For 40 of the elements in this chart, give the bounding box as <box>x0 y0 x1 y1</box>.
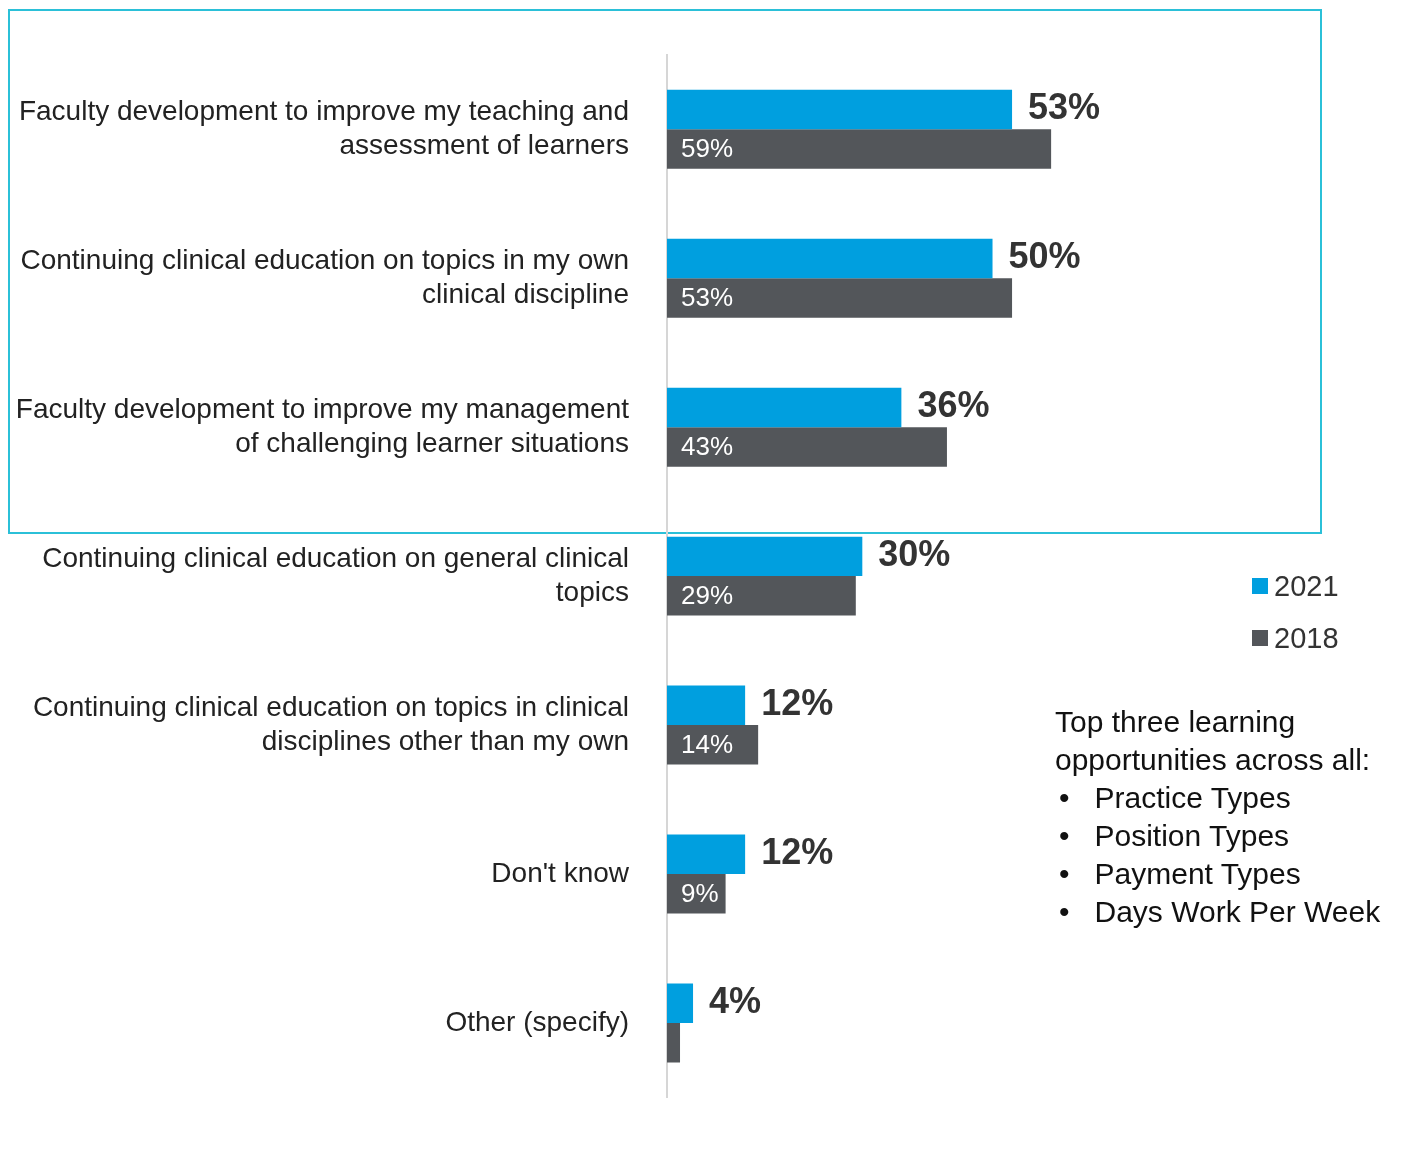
data-label: 30% <box>878 533 951 575</box>
bar <box>667 129 1052 169</box>
y-tick-label: Don't know <box>491 856 630 888</box>
bar <box>667 427 947 467</box>
y-tick-label: Other (specify) <box>445 1005 629 1037</box>
data-label: 4% <box>709 980 762 1022</box>
data-label: 43% <box>681 431 734 462</box>
bar <box>667 685 746 726</box>
text: Top three learning opportunities across all: <box>1055 704 1372 778</box>
bar <box>667 238 993 279</box>
data-label: 53% <box>1028 86 1101 128</box>
data-label: 36% <box>917 384 990 426</box>
bar <box>667 1022 681 1063</box>
text: • Position Types <box>1059 818 1291 854</box>
y-tick-label: Continuing clinical education on topics in my own clinical discipline <box>20 244 629 309</box>
bar <box>667 576 856 616</box>
text: • Days Work Per Week <box>1059 894 1382 930</box>
text: • Practice Types <box>1059 780 1292 816</box>
bar <box>667 725 759 765</box>
y-tick-label: Continuing clinical education on general clinical topics <box>42 542 629 607</box>
data-label: 53% <box>681 282 734 313</box>
bar <box>667 983 694 1023</box>
text: • Payment Types <box>1059 856 1302 892</box>
data-label: 12% <box>761 831 834 873</box>
data-label: 14% <box>681 728 734 759</box>
data-label: 50% <box>1008 235 1081 277</box>
data-label: 59% <box>681 133 734 164</box>
data-label: 29% <box>681 580 734 611</box>
bar <box>667 536 863 577</box>
bar <box>667 89 1013 130</box>
y-tick-label: Faculty development to improve my teaching and assessment of learners <box>18 95 629 160</box>
bar <box>667 834 746 874</box>
bar <box>667 387 902 428</box>
data-label: 9% <box>681 877 719 908</box>
y-tick-label: Faculty development to improve my management of challenging learner situations <box>15 393 630 458</box>
legend-label: 2018 <box>1273 620 1339 656</box>
legend-label: 2021 <box>1273 568 1339 604</box>
bar <box>667 278 1013 318</box>
data-label: 12% <box>761 682 834 724</box>
y-tick-label: Continuing clinical education on topics in clinical disciplines other than my own <box>32 690 629 756</box>
